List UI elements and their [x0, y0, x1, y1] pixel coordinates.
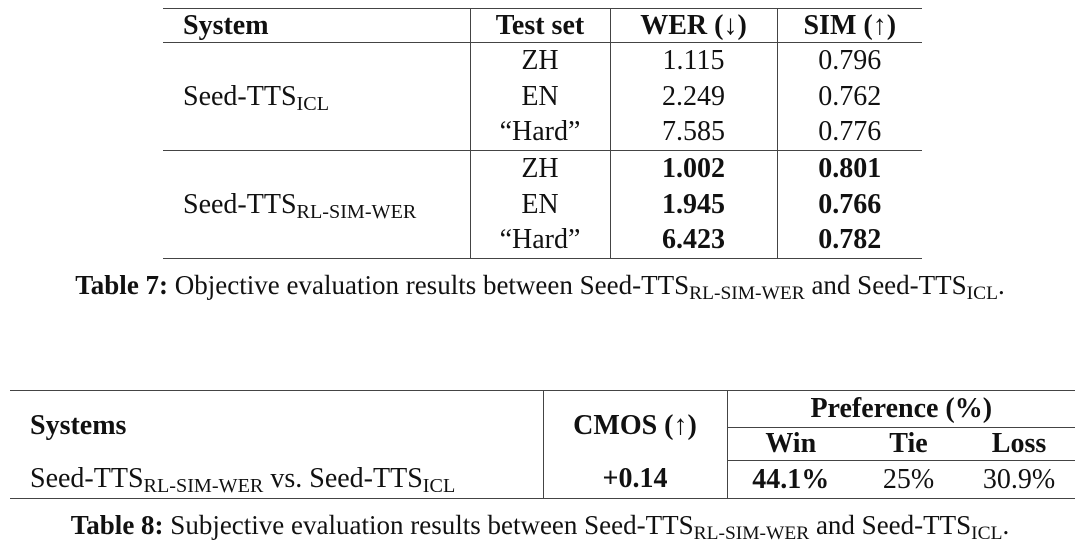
- text: vs. Seed-TTS: [263, 463, 423, 495]
- header-row: System Test set WER (↓) SIM (↑): [163, 8, 922, 43]
- data-row: “Hard” 6.423 0.782: [163, 222, 922, 259]
- text: Seed-TTS: [183, 188, 297, 220]
- table-7: System Test set WER (↓) SIM (↑) Seed-TTS…: [163, 8, 922, 259]
- value-cell: 0.782: [776, 222, 922, 259]
- header-cell: Win: [726, 427, 854, 461]
- value-cell: 1.115: [609, 42, 777, 79]
- test-set-cell: ZH: [469, 42, 610, 79]
- data-row: Seed-TTSRL-SIM-WER vs. Seed-TTSICL +0.14…: [10, 460, 1075, 499]
- value-cell: 0.801: [776, 150, 922, 187]
- header-cell: Systems: [30, 409, 127, 441]
- text: Objective evaluation results between See…: [168, 270, 690, 300]
- text: Subjective evaluation results between Se…: [163, 510, 694, 540]
- value-cell: 0.796: [776, 42, 922, 79]
- test-set-cell: “Hard”: [469, 222, 610, 259]
- test-set-cell: ZH: [469, 150, 610, 187]
- win-cell: 44.1%: [726, 460, 854, 499]
- system-cell: Seed-TTSRL-SIM-WER vs. Seed-TTSICL: [10, 461, 543, 499]
- data-row: EN 1.945 0.766: [163, 186, 922, 223]
- header-cell: SIM (↑): [776, 8, 922, 43]
- header-cell: Tie: [854, 427, 963, 461]
- cmos-cell: +0.14: [542, 460, 727, 499]
- value-cell: 0.766: [776, 186, 922, 223]
- caption: Table 7: Objective evaluation results be…: [0, 270, 1080, 304]
- text: and Seed-TTS: [809, 510, 972, 540]
- subscript: ICL: [966, 282, 998, 304]
- loss-cell: 30.9%: [982, 463, 1056, 495]
- data-row: “Hard” 7.585 0.776: [163, 114, 922, 151]
- header-cell: Loss: [963, 427, 1076, 461]
- subscript: RL-SIM-WER: [296, 200, 417, 223]
- data-row: Seed-TTSICL ZH 1.115 0.796: [163, 42, 922, 114]
- test-set-cell: EN: [469, 186, 610, 223]
- value-cell: 2.249: [609, 78, 777, 115]
- subscript: RL-SIM-WER: [689, 282, 805, 304]
- subscript: ICL: [422, 475, 456, 498]
- test-set-cell: “Hard”: [469, 114, 610, 151]
- text: Seed-TTS: [30, 463, 144, 495]
- value-cell: 1.945: [609, 186, 777, 223]
- test-set-cell: EN: [469, 78, 610, 115]
- text: .: [997, 270, 1005, 300]
- value-cell: 0.776: [776, 114, 922, 151]
- subscript: ICL: [971, 522, 1003, 544]
- caption: Table 8: Subjective evaluation results b…: [0, 510, 1080, 544]
- value-cell: 7.585: [609, 114, 777, 151]
- header-cell: WER (↓): [609, 8, 777, 43]
- tie-cell: 25%: [882, 463, 935, 495]
- data-row: EN 2.249 0.762: [163, 78, 922, 115]
- subscript: RL-SIM-WER: [693, 522, 810, 544]
- text: .: [1002, 510, 1010, 540]
- header-cell: Preference (%): [726, 390, 1076, 428]
- value-cell: 1.002: [609, 150, 777, 187]
- caption-label: Table 8:: [70, 510, 164, 540]
- caption-label: Table 7:: [75, 270, 169, 300]
- header-cell: Test set: [469, 8, 610, 43]
- text: Seed-TTS: [183, 80, 297, 112]
- subscript: RL-SIM-WER: [143, 475, 264, 498]
- table-8: Systems CMOS (↑) Preference (%) Win Tie …: [10, 390, 1076, 499]
- data-row: Seed-TTSRL-SIM-WER ZH 1.002 0.801: [163, 150, 922, 259]
- system-cell: Seed-TTSICL: [163, 43, 470, 151]
- header-row: Systems CMOS (↑) Preference (%): [10, 390, 1076, 461]
- text: and Seed-TTS: [804, 270, 967, 300]
- header-row: Win Tie Loss: [10, 427, 1076, 461]
- value-cell: 6.423: [609, 222, 777, 259]
- header-cell: System: [163, 8, 470, 43]
- system-cell: Seed-TTSRL-SIM-WER: [163, 150, 470, 259]
- subscript: ICL: [296, 92, 329, 115]
- header-cell: CMOS (↑): [542, 390, 727, 461]
- value-cell: 0.762: [776, 78, 922, 115]
- table-7-body: System Test set WER (↓) SIM (↑) Seed-TTS…: [163, 8, 922, 259]
